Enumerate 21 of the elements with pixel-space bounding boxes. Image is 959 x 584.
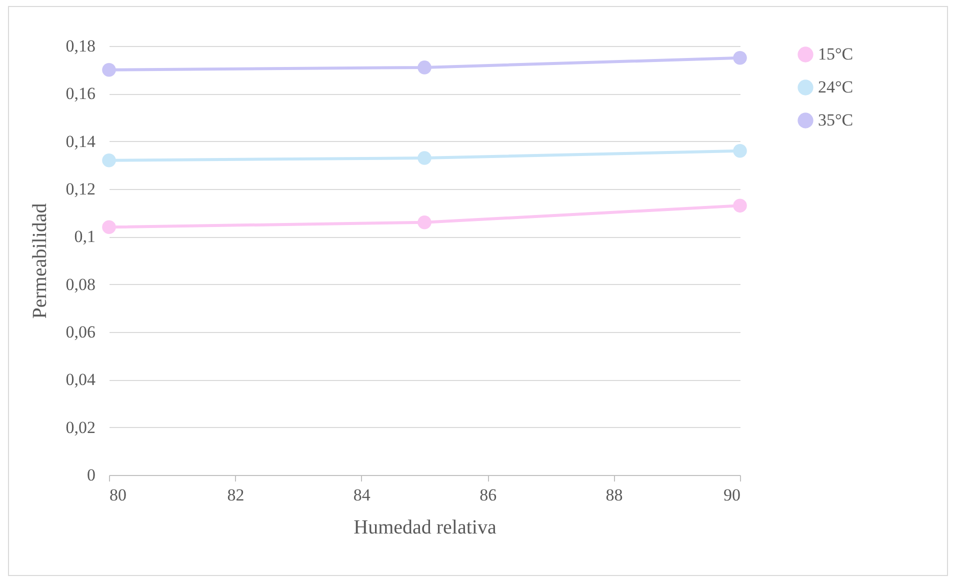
x-tick-label: 88 [606, 486, 623, 504]
x-tick-label: 82 [227, 486, 244, 504]
y-tick-label: 0,04 [66, 370, 96, 390]
y-tick-label: 0,02 [66, 418, 96, 437]
legend-label: 35°C [818, 110, 854, 130]
y-tick-label: 0,16 [66, 84, 96, 104]
y-tick-label: 0,18 [66, 36, 96, 56]
x-tick-label: 86 [480, 486, 497, 504]
legend-label: 24°C [818, 78, 854, 96]
x-tick-label: 80 [110, 486, 126, 504]
y-tick-label: 0,12 [66, 180, 96, 198]
x-tick-label: 84 [353, 486, 371, 504]
y-tick-label: 0 [87, 466, 96, 484]
x-tick-label: 90 [724, 486, 740, 504]
legend-label: 15°C [818, 44, 854, 64]
y-tick-label: 0,06 [66, 322, 96, 342]
y-axis-title: Permeabilidad [28, 203, 51, 319]
y-tick-label: 0,14 [66, 132, 96, 151]
x-axis-title: Humedad relativa [354, 516, 496, 538]
y-tick-label: 0,08 [66, 274, 96, 294]
y-tick-label: 0,1 [74, 227, 96, 246]
